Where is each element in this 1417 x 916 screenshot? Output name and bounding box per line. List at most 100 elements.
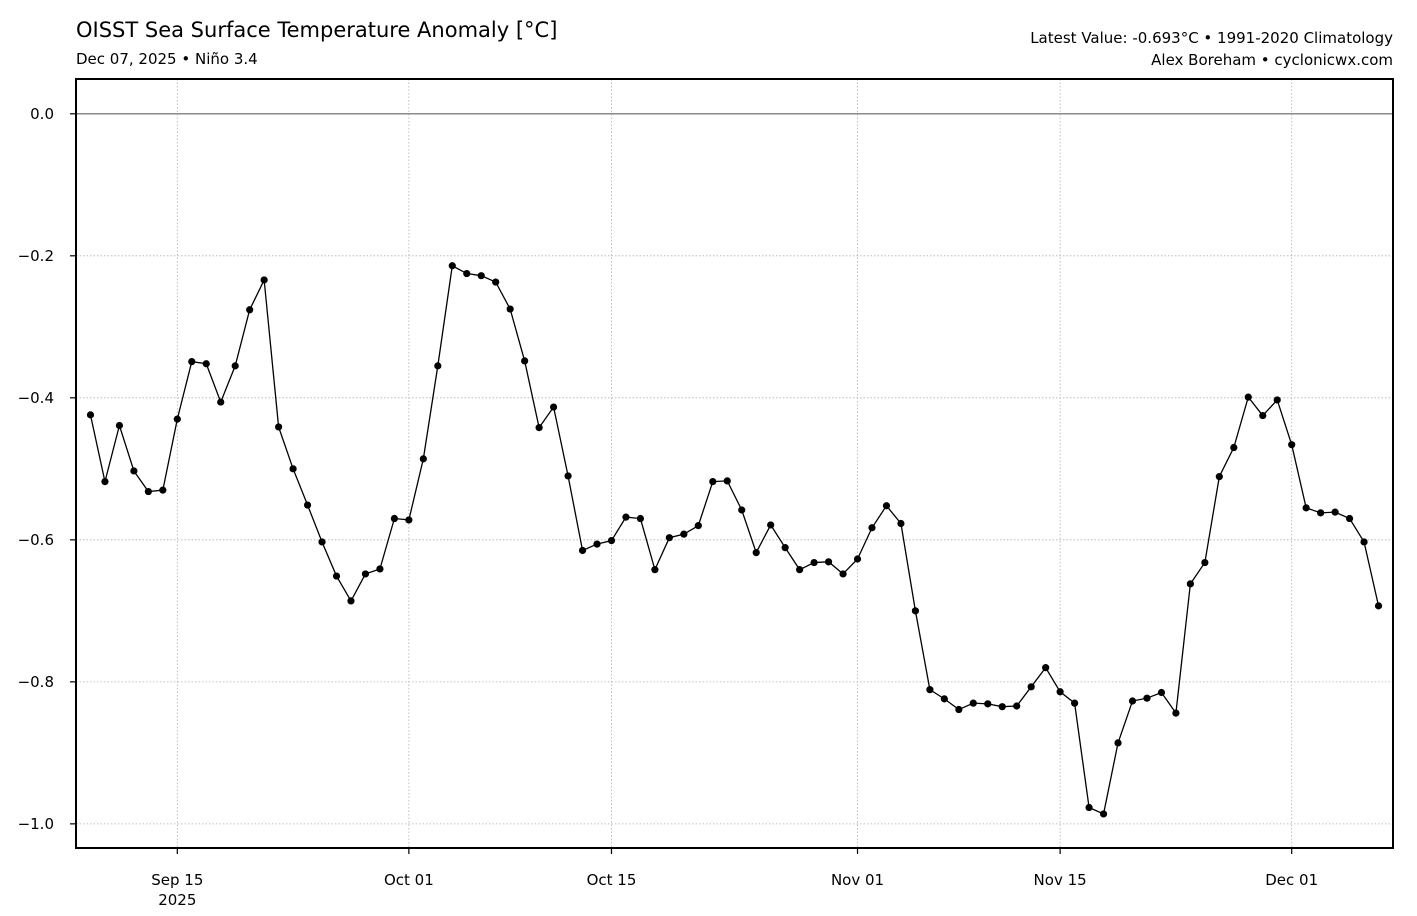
credit-text: Alex Boreham • cyclonicwx.com <box>1151 51 1393 69</box>
data-point <box>405 516 413 524</box>
data-point <box>984 700 992 708</box>
data-point <box>1360 538 1368 546</box>
data-point <box>1215 473 1223 481</box>
data-point <box>839 570 847 578</box>
data-point <box>564 472 572 480</box>
chart-subtitle: Dec 07, 2025 • Niño 3.4 <box>76 50 258 68</box>
data-point <box>1230 443 1238 452</box>
data-point <box>694 522 702 530</box>
y-tick-label: 0.0 <box>30 105 54 123</box>
data-point <box>231 362 239 370</box>
data-point <box>549 403 558 411</box>
data-point <box>1114 739 1122 747</box>
data-point <box>723 477 731 485</box>
x-tick-year-label: 2025 <box>158 891 196 909</box>
x-tick-label: Sep 15 <box>151 871 203 889</box>
data-point <box>86 411 95 419</box>
data-point <box>115 421 124 430</box>
data-point <box>318 538 326 546</box>
data-point <box>1128 697 1137 705</box>
data-point <box>260 276 268 284</box>
anomaly-line <box>89 264 1380 815</box>
data-point <box>1374 602 1383 610</box>
data-point <box>289 465 297 473</box>
y-tick-label: −0.6 <box>18 531 54 549</box>
data-point <box>246 306 254 314</box>
data-point <box>1157 688 1166 697</box>
data-point <box>448 262 456 270</box>
data-point <box>535 424 543 432</box>
data-point <box>1288 441 1296 449</box>
data-point <box>1345 514 1354 523</box>
data-point <box>651 566 659 574</box>
y-tick-label: −1.0 <box>18 815 54 833</box>
data-point <box>202 360 210 368</box>
data-point <box>1056 688 1064 696</box>
data-point <box>897 519 905 528</box>
y-tick-label: −0.2 <box>18 247 54 265</box>
data-point <box>1071 699 1079 707</box>
data-point <box>419 455 427 463</box>
data-point <box>593 540 601 548</box>
data-point <box>1244 393 1252 401</box>
data-point <box>1317 509 1325 517</box>
data-point <box>1186 580 1194 588</box>
data-point <box>781 544 789 552</box>
data-point <box>1143 694 1151 702</box>
data-point <box>303 501 312 509</box>
data-point <box>607 536 616 545</box>
data-point <box>622 513 630 521</box>
latest-value-text: Latest Value: -0.693°C • 1991-2020 Clima… <box>1030 29 1393 47</box>
data-point <box>1172 709 1180 717</box>
data-point <box>376 565 384 573</box>
data-point <box>1085 803 1093 812</box>
data-point <box>926 686 934 694</box>
data-point <box>390 514 398 523</box>
data-point <box>824 558 833 566</box>
data-point <box>332 572 341 580</box>
data-point <box>636 514 645 523</box>
data-point <box>1259 411 1267 420</box>
data-point <box>940 695 948 703</box>
data-point <box>1099 810 1108 818</box>
data-point <box>1042 664 1050 672</box>
data-point <box>810 558 818 567</box>
data-point <box>434 362 442 370</box>
x-tick-label: Dec 01 <box>1265 871 1318 889</box>
x-tick-label: Nov 01 <box>831 871 884 889</box>
data-point <box>101 478 109 486</box>
data-point <box>1331 508 1339 516</box>
data-point <box>1013 702 1021 710</box>
data-point <box>521 357 529 365</box>
data-point <box>361 570 370 578</box>
data-point <box>506 305 514 313</box>
data-point <box>1273 396 1281 404</box>
data-point <box>159 486 167 494</box>
data-point <box>188 358 196 366</box>
data-point <box>173 415 181 423</box>
data-point <box>853 555 862 563</box>
data-point <box>1302 504 1310 512</box>
x-tick-label: Oct 15 <box>587 871 637 889</box>
data-point <box>217 398 225 406</box>
data-point <box>665 534 673 542</box>
data-point <box>738 506 746 514</box>
data-point <box>868 524 876 532</box>
data-point <box>144 487 152 496</box>
x-tick-label: Oct 01 <box>384 871 434 889</box>
data-point <box>275 423 283 431</box>
data-point <box>796 566 804 574</box>
data-point <box>911 607 920 615</box>
chart-title: OISST Sea Surface Temperature Anomaly [°… <box>76 18 558 42</box>
data-point <box>882 502 891 510</box>
data-point <box>578 546 587 555</box>
data-point <box>752 549 760 557</box>
y-tick-label: −0.8 <box>18 673 54 691</box>
data-point <box>969 699 977 707</box>
data-point <box>955 705 963 714</box>
y-tick-label: −0.4 <box>18 389 54 407</box>
x-tick-label: Nov 15 <box>1034 871 1087 889</box>
data-point <box>130 467 138 475</box>
data-point <box>998 703 1006 711</box>
